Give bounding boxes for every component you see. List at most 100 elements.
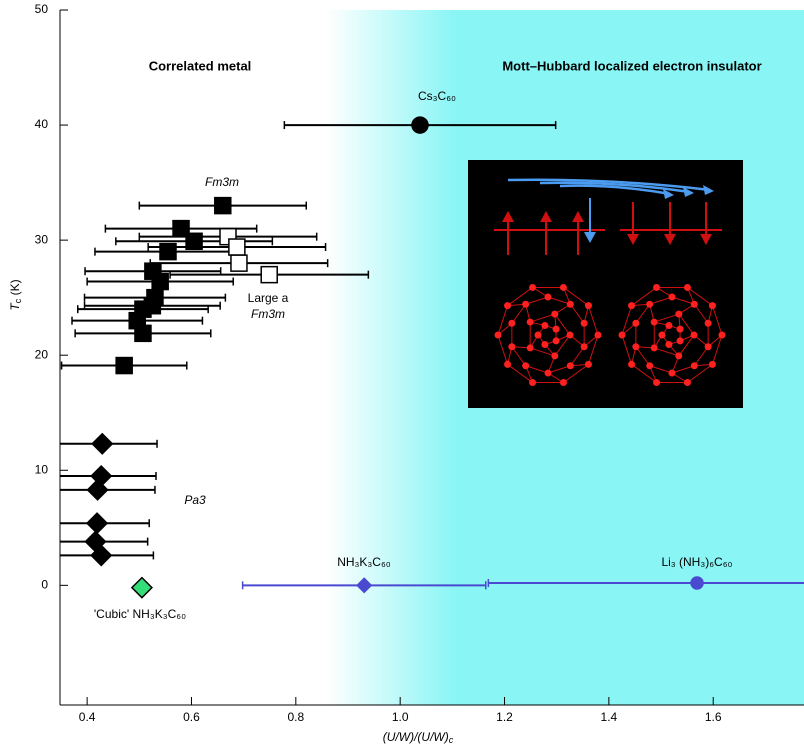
annotation: Li₃ (NH₃)₆C₆₀ <box>661 555 732 569</box>
data-point <box>116 358 132 374</box>
atom <box>632 343 639 350</box>
atom <box>545 294 552 301</box>
atom <box>529 379 536 386</box>
atom <box>567 362 574 369</box>
x-tick-label: 1.4 <box>601 710 618 724</box>
atom <box>684 284 691 291</box>
atom <box>665 341 672 348</box>
atom <box>553 337 560 344</box>
atom <box>665 322 672 329</box>
chart: Correlated metal Mott–Hubbard localized e… <box>0 0 804 749</box>
atom <box>551 352 558 359</box>
annotation: Cs₃C₆₀ <box>418 89 456 103</box>
atom <box>541 341 548 348</box>
atom <box>551 311 558 318</box>
annotation: NH₃K₃C₆₀ <box>337 555 391 569</box>
annotation: Pa3 <box>184 493 206 507</box>
atom <box>504 302 511 309</box>
x-tick-label: 1.0 <box>392 710 409 724</box>
data-point <box>215 198 231 214</box>
atom <box>709 361 716 368</box>
atom <box>541 322 548 329</box>
y-tick-label: 40 <box>35 117 49 131</box>
data-point <box>412 117 428 133</box>
data-point <box>152 274 168 290</box>
x-axis-label: (U/W)/(U/W)c <box>383 730 454 745</box>
data-point <box>135 325 151 341</box>
atom <box>646 301 653 308</box>
y-tick-label: 0 <box>41 578 48 592</box>
label-part: (K) <box>8 279 22 298</box>
atom <box>595 332 602 339</box>
data-point <box>691 577 703 589</box>
annotation: Large a <box>248 291 289 305</box>
atom <box>527 344 534 351</box>
atom <box>567 301 574 308</box>
label-part: (U/W)/(U/W) <box>383 730 449 744</box>
x-tick-label: 1.2 <box>496 710 513 724</box>
y-tick-label: 50 <box>35 2 49 16</box>
atom <box>659 332 666 339</box>
data-point <box>160 244 176 260</box>
atom <box>651 344 658 351</box>
atom <box>646 362 653 369</box>
atom <box>522 362 529 369</box>
atom <box>585 302 592 309</box>
atom <box>508 320 515 327</box>
atom <box>669 294 676 301</box>
data-point <box>92 434 112 454</box>
x-tick-label: 0.6 <box>183 710 200 724</box>
atom <box>628 302 635 309</box>
atom <box>677 326 684 333</box>
x-tick-label: 1.6 <box>705 710 722 724</box>
atom <box>581 343 588 350</box>
atom <box>619 332 626 339</box>
atom <box>719 332 726 339</box>
atom <box>691 332 698 339</box>
atom <box>675 311 682 318</box>
atom <box>567 332 574 339</box>
annotation: Fm3m <box>251 307 285 321</box>
atom <box>691 362 698 369</box>
data-point <box>229 239 245 255</box>
x-tick-label: 0.8 <box>287 710 304 724</box>
atom <box>653 284 660 291</box>
atom <box>677 337 684 344</box>
atom <box>691 301 698 308</box>
atom <box>675 352 682 359</box>
shaded-region <box>326 10 455 705</box>
x-tick-label: 0.4 <box>79 710 96 724</box>
annotation: 'Cubic' NH₃K₃C₆₀ <box>94 607 186 621</box>
atom <box>560 379 567 386</box>
atom <box>669 370 676 377</box>
label-part: c <box>449 735 454 745</box>
region-label: Correlated metal <box>149 58 252 73</box>
atom <box>709 302 716 309</box>
annotation: Fm3m <box>205 175 239 189</box>
atom <box>553 326 560 333</box>
atom <box>504 361 511 368</box>
atom <box>684 379 691 386</box>
data-point <box>132 578 152 598</box>
atom <box>545 370 552 377</box>
data-point <box>87 513 107 533</box>
atom <box>535 332 542 339</box>
y-tick-label: 20 <box>35 347 49 361</box>
data-point <box>231 255 247 271</box>
atom <box>585 361 592 368</box>
atom <box>653 379 660 386</box>
atom <box>527 319 534 326</box>
inset-illustration <box>468 160 743 408</box>
atom <box>628 361 635 368</box>
y-tick-label: 30 <box>35 232 49 246</box>
atom <box>529 284 536 291</box>
data-point <box>261 267 277 283</box>
atom <box>508 343 515 350</box>
atom <box>651 319 658 326</box>
atom <box>705 320 712 327</box>
y-tick-label: 10 <box>35 462 49 476</box>
inset-background <box>468 160 743 408</box>
atom <box>581 320 588 327</box>
region-label: Mott–Hubbard localized electron insulato… <box>502 58 761 73</box>
atom <box>522 301 529 308</box>
